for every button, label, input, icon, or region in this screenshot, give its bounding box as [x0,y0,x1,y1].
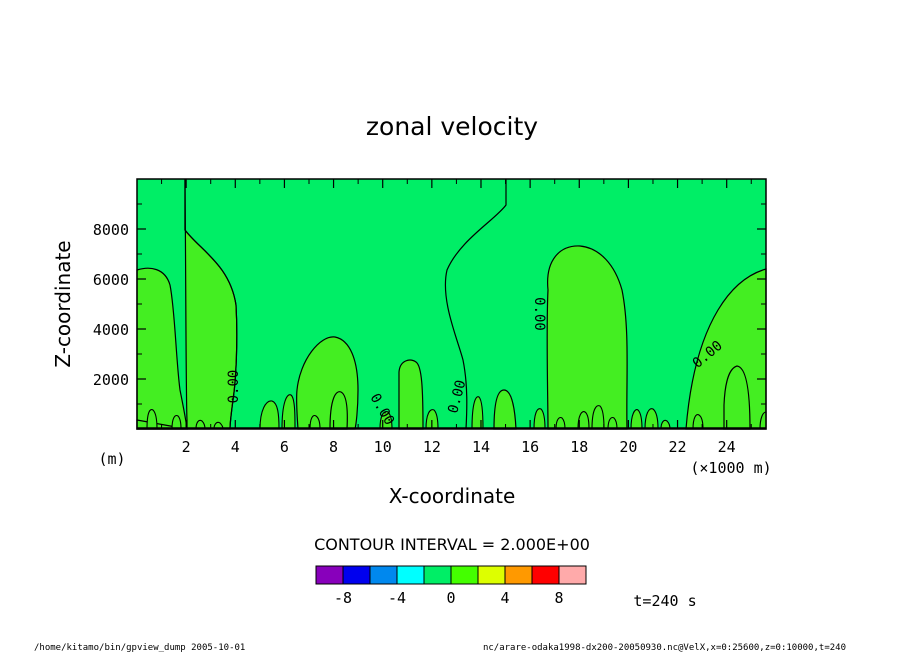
colorbar-swatch [423,565,452,585]
colorbar-swatch [342,565,371,585]
x-tick-label: 6 [280,438,289,456]
x-tick-label: 16 [521,438,539,456]
colorbar-tick-label: 0 [446,589,455,607]
plot-background [137,179,766,429]
colorbar-swatch [558,565,587,585]
ground-bumps [146,394,767,430]
x-tick-label: 8 [329,438,338,456]
y-tick-label: 4000 [93,321,129,339]
y-tick-label: 6000 [93,271,129,289]
x-tick-label: 20 [619,438,637,456]
positive-region-9 [329,391,348,430]
y-unit-label: (m) [98,450,125,468]
y-tick-label: 2000 [93,371,129,389]
colorbar: -8 -4 0 4 8 [315,565,587,607]
colorbar-tick-label: 8 [554,589,563,607]
colorbar-swatch [396,565,425,585]
positive-region-8 [493,389,517,430]
chart-title: zonal velocity [366,112,538,141]
colorbar-swatch [450,565,479,585]
x-tick-label: 14 [472,438,490,456]
contour-label: 0.00 [226,370,242,404]
colorbar-swatch [315,565,344,585]
x-tick-label: 2 [182,438,191,456]
positive-region-3 [398,359,424,430]
colorbar-swatch [531,565,560,585]
contour-interval: CONTOUR INTERVAL = 2.000E+00 [314,535,590,554]
time-label: t=240 s [633,592,696,610]
colorbar-tick-label: 4 [500,589,509,607]
colorbar-swatch [369,565,398,585]
x-axis: 2 4 6 8 10 12 14 16 18 20 22 24 [161,179,752,456]
y-axis: 2000 4000 6000 8000 [93,203,766,405]
footer-left: /home/kitamo/bin/gpview_dump 2005-10-01 [34,643,245,653]
contour-label: 0.00 [531,297,547,331]
y-axis-label: Z-coordinate [51,240,75,367]
contour-line-a [184,179,238,430]
colorbar-tick-label: -4 [388,589,406,607]
footer-right: nc/arare-odaka1998-dx200-20050930.nc@Vel… [483,643,846,653]
x-tick-label: 12 [423,438,441,456]
x-tick-label: 22 [669,438,687,456]
positive-region-left [136,267,188,430]
x-axis-label: X-coordinate [389,484,516,508]
x-tick-label: 4 [231,438,240,456]
x-tick-label: 10 [374,438,392,456]
x-tick-label: 24 [718,438,736,456]
plot-area [136,178,767,430]
positive-region-5 [546,245,628,430]
y-tick-label: 8000 [93,221,129,239]
colorbar-swatch [504,565,533,585]
contour-line-b [444,179,507,430]
x-unit-label: (×1000 m) [690,459,771,477]
x-tick-label: 18 [570,438,588,456]
colorbar-tick-label: -8 [334,589,352,607]
positive-region-7 [723,365,751,430]
colorbar-swatch [477,565,506,585]
